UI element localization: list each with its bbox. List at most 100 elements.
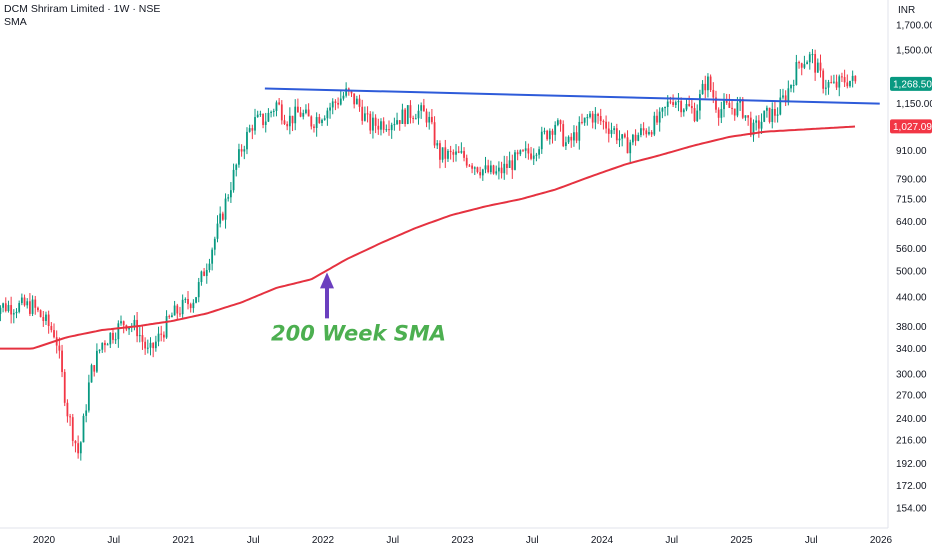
candle-body <box>414 118 417 120</box>
candle-body <box>189 304 192 309</box>
last-price-badge <box>890 76 932 91</box>
candle-body <box>345 88 348 96</box>
indicator-label[interactable]: SMA <box>4 16 27 28</box>
price-tick-label: 1,700.00 <box>896 21 932 32</box>
candle-body <box>586 117 589 119</box>
candle-body <box>784 95 787 102</box>
candle-body <box>219 213 222 224</box>
candle-body <box>650 132 653 135</box>
candle-body <box>187 298 189 305</box>
candle-body <box>235 164 238 170</box>
candle-body <box>213 238 216 250</box>
candle-body <box>779 97 782 115</box>
candle-body <box>591 113 594 123</box>
price-tick-label: 240.00 <box>896 414 927 425</box>
candle-body <box>495 171 498 174</box>
candle-body <box>693 108 696 121</box>
candle-body <box>176 305 179 314</box>
candle-body <box>489 165 492 173</box>
candle-body <box>511 160 514 170</box>
candle-body <box>656 115 658 123</box>
candle-body <box>144 341 147 349</box>
candle-body <box>211 249 214 264</box>
candle-body <box>465 157 468 166</box>
price-tick-label: 154.00 <box>896 503 927 514</box>
candle-body <box>519 150 522 155</box>
price-tick-label: 216.00 <box>896 435 927 446</box>
candle-body <box>583 117 586 123</box>
candle-body <box>270 111 272 113</box>
candle-body <box>181 299 184 315</box>
candle-body <box>497 167 500 172</box>
candle-body <box>117 323 120 340</box>
candle-body <box>203 271 205 276</box>
candle-body <box>487 165 490 173</box>
candle-body <box>165 316 168 338</box>
candle-body <box>447 150 449 159</box>
candle-body <box>698 94 701 111</box>
candle-body <box>757 120 760 129</box>
candle-body <box>101 342 104 350</box>
candle-body <box>460 151 463 153</box>
candle-body <box>305 109 307 114</box>
candle-body <box>254 117 256 131</box>
candle-body <box>149 342 152 348</box>
candle-body <box>106 344 109 346</box>
candle-body <box>532 155 535 159</box>
candle-body <box>323 118 326 120</box>
sma-200-line <box>0 125 856 350</box>
candle-body <box>321 119 323 124</box>
price-tick-label: 560.00 <box>896 244 927 255</box>
symbol-title[interactable]: DCM Shriram Limited · 1W · NSE <box>4 3 161 15</box>
candle-body <box>120 321 122 324</box>
candle-body <box>741 99 744 118</box>
candle-body <box>530 153 532 159</box>
candle-body <box>819 62 822 71</box>
candle-body <box>677 101 680 103</box>
candle-body <box>315 117 318 128</box>
candle-body <box>66 402 69 417</box>
price-tick-label: 172.00 <box>896 481 927 492</box>
candle-body <box>535 154 538 156</box>
candle-body <box>832 81 835 83</box>
candle-body <box>296 106 299 113</box>
candle-body <box>623 134 626 138</box>
candle-body <box>508 160 511 168</box>
candle-body <box>184 298 187 300</box>
candle-body <box>104 342 106 346</box>
candle-body <box>806 62 808 65</box>
candle-body <box>621 134 624 139</box>
candle-body <box>760 121 763 129</box>
candle-body <box>669 101 672 103</box>
candle-body <box>388 129 390 131</box>
candle-body <box>476 167 479 173</box>
price-tick-label: 340.00 <box>896 344 927 355</box>
candle-body <box>728 102 731 108</box>
resistance-trendline[interactable] <box>264 87 880 105</box>
candle-body <box>830 82 833 84</box>
candle-body <box>337 102 339 105</box>
candle-body <box>10 305 13 315</box>
candle-body <box>645 130 648 135</box>
candle-body <box>629 142 632 154</box>
candle-body <box>455 151 457 155</box>
candle-body <box>712 89 715 98</box>
price-tick-label: 300.00 <box>896 369 927 380</box>
candle-body <box>363 113 366 121</box>
candle-body <box>146 347 149 349</box>
candle-body <box>141 335 144 342</box>
candle-body <box>50 325 53 331</box>
candle-body <box>556 120 559 125</box>
candle-body <box>77 443 80 454</box>
candle-body <box>74 440 77 444</box>
time-tick-label: 2023 <box>451 535 474 546</box>
candle-body <box>69 416 71 418</box>
candle-body <box>288 115 291 127</box>
candle-body <box>428 116 431 123</box>
candle-body <box>251 128 254 131</box>
candle-body <box>307 109 310 117</box>
price-tick-label: 500.00 <box>896 267 927 278</box>
candle-body <box>444 147 447 159</box>
candle-body <box>87 382 90 411</box>
